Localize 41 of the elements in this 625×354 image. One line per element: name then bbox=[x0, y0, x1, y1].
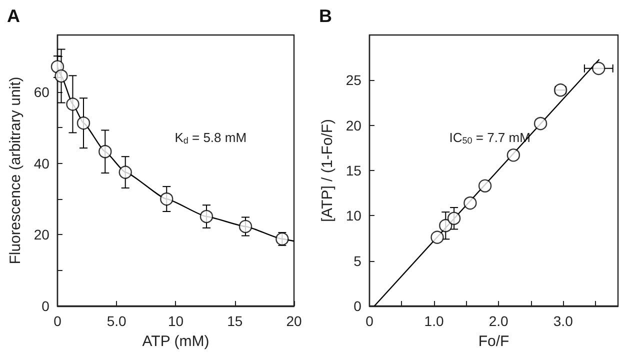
x-tick-label: 0 bbox=[54, 313, 62, 329]
point bbox=[54, 69, 68, 83]
x-tick-label: 10 bbox=[168, 313, 184, 329]
point bbox=[478, 179, 492, 192]
point bbox=[118, 166, 132, 179]
chart-title: A bbox=[7, 6, 20, 26]
x-tick-label: 1.0 bbox=[424, 313, 444, 329]
x-tick-label: 0 bbox=[366, 313, 374, 329]
x-tick-label: 5.0 bbox=[106, 313, 127, 329]
y-tick-label: 0 bbox=[354, 298, 362, 314]
y-tick-label: 25 bbox=[346, 72, 362, 88]
point bbox=[439, 219, 452, 232]
x-axis-title: Fo/F bbox=[478, 333, 510, 350]
point bbox=[98, 145, 112, 158]
point bbox=[447, 212, 461, 225]
y-tick-label: 60 bbox=[34, 84, 50, 100]
point bbox=[66, 98, 80, 111]
point bbox=[200, 210, 214, 224]
x-tick-label: 3.0 bbox=[553, 313, 574, 329]
point bbox=[160, 192, 174, 206]
chart-title: B bbox=[319, 6, 332, 26]
y-tick-label: 20 bbox=[34, 226, 50, 243]
y-tick-label: 0 bbox=[42, 298, 50, 314]
point bbox=[534, 116, 548, 130]
point bbox=[238, 220, 252, 234]
y-tick-label: 5 bbox=[354, 252, 362, 269]
point bbox=[76, 116, 90, 130]
point bbox=[464, 196, 477, 210]
x-tick-label: 2.0 bbox=[488, 313, 509, 329]
point bbox=[592, 62, 606, 76]
y-tick-label: 20 bbox=[346, 117, 362, 134]
y-tick-label: 15 bbox=[346, 162, 362, 178]
y-tick-label: 10 bbox=[346, 208, 362, 224]
x-tick-label: 20 bbox=[286, 313, 302, 329]
x-tick-label: 15 bbox=[227, 313, 243, 329]
point bbox=[506, 148, 520, 162]
point bbox=[430, 230, 444, 244]
y-axis-title: Fluorescence (arbitrary unit) bbox=[7, 76, 24, 264]
x-axis-title: ATP (mM) bbox=[142, 333, 210, 350]
y-axis-title: [ATP] / (1-Fo/F) bbox=[319, 118, 336, 222]
y-tick-label: 40 bbox=[34, 155, 50, 172]
